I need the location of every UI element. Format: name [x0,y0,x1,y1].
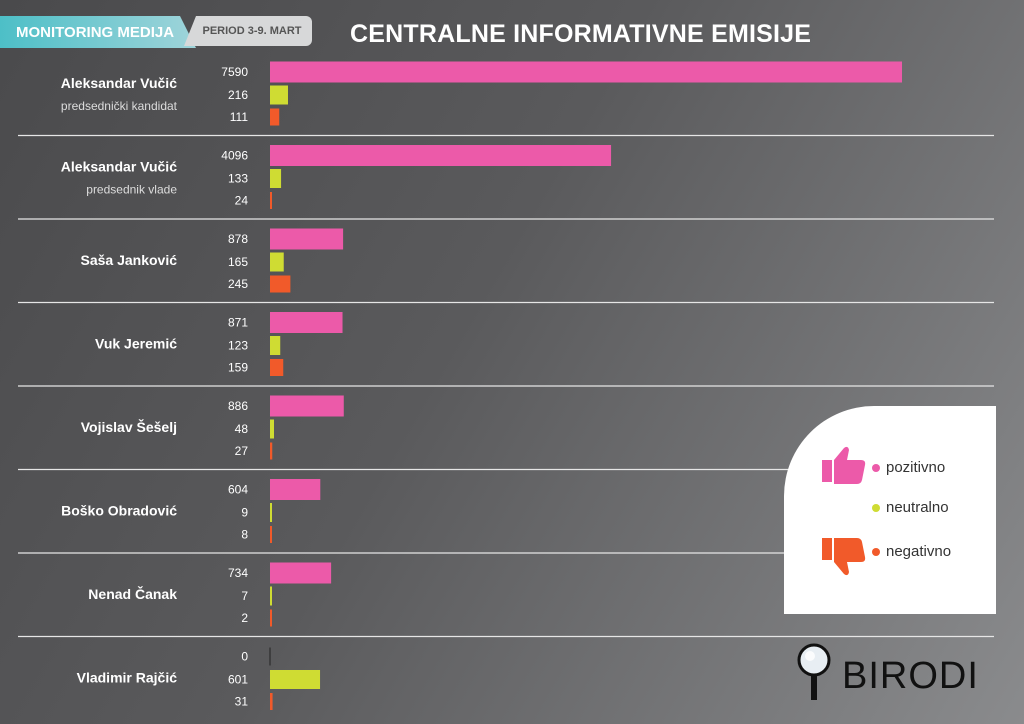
data-label: 7590 [221,65,248,79]
data-label: 601 [228,673,248,687]
magnifier-logo-icon [797,643,831,700]
bar-negativno [270,108,280,126]
category-label: Vladimir Rajčić [77,670,178,686]
data-label: 27 [235,444,249,458]
data-label: 111 [230,110,249,124]
data-label: 159 [228,361,248,375]
positive-dot [872,463,880,472]
bar-neutralno [270,169,282,188]
data-label: 8 [241,528,248,542]
data-label: 9 [241,506,248,520]
chart-title: CENTRALNE INFORMATIVNE EMISIJE [350,20,812,48]
data-label: 123 [228,339,248,353]
bar-neutralno [270,419,274,439]
category-label: Vuk Jeremić [95,336,177,352]
legend-negative-label: negativno [886,543,952,560]
data-label: 133 [228,172,248,186]
legend-negative: negativno [872,543,951,560]
category-sublabel: predsednik vlade [86,183,177,197]
data-label: 31 [235,695,249,709]
bar-neutralno [270,503,272,522]
neutral-dot [872,503,880,512]
legend: pozitivno neutralno negativno [784,406,996,614]
data-label: 24 [235,194,249,208]
thumbs-up-icon [822,446,866,484]
legend-neutral-label: neutralno [886,499,949,516]
brand-name: BIRODI [842,655,979,697]
period-tab: PERIOD 3-9. MART [184,16,312,46]
data-label: 216 [228,88,248,102]
data-label: 886 [228,399,248,413]
bar-pozitivno [270,145,612,166]
category-label: Saša Janković [80,252,177,268]
bar-negativno [270,442,273,460]
category-label: Nenad Čanak [88,585,177,602]
bar-neutralno [270,85,288,105]
data-label: 604 [228,483,248,497]
category-label: Aleksandar Vučić [61,159,177,175]
thumbs-down-icon [822,538,866,576]
data-label: 0 [241,650,248,664]
bar-pozitivno [270,61,902,83]
legend-positive: pozitivno [872,459,945,476]
data-label: 165 [228,255,248,269]
legend-positive-label: pozitivno [886,459,946,476]
bar-neutralno [270,670,321,689]
category-label: Vojislav Šešelj [81,418,177,435]
bar-negativno [270,609,272,627]
legend-neutral: neutralno [872,499,949,516]
bar-neutralno [270,336,281,355]
data-label: 871 [228,316,248,330]
bar-pozitivno [270,312,343,333]
data-label: 2 [241,611,248,625]
data-label: 878 [228,232,248,246]
bar-negativno [270,275,291,293]
bar-neutralno [270,586,272,606]
category-label: Aleksandar Vučić [61,75,177,91]
bar-negativno [270,359,284,376]
data-label: 7 [241,589,248,603]
category-sublabel: predsednički kandidat [61,99,178,113]
data-label: 4096 [221,149,248,163]
bar-neutralno [270,252,284,272]
tab-label: MONITORING MEDIJA [16,23,175,41]
bar-pozitivno [270,479,321,500]
bar-pozitivno [270,562,332,584]
bar-negativno [270,192,272,209]
bar-pozitivno [270,228,344,250]
bar-negativno [270,526,272,543]
monitoring-tab: MONITORING MEDIJA [0,16,196,48]
data-label: 48 [235,422,249,436]
data-label: 245 [228,277,248,291]
period-label: PERIOD 3-9. MART [202,25,302,37]
bar-pozitivno [270,395,344,417]
data-label: 734 [228,566,248,580]
bar-negativno [270,693,273,710]
category-label: Boško Obradović [61,503,177,519]
negative-dot [872,547,880,556]
